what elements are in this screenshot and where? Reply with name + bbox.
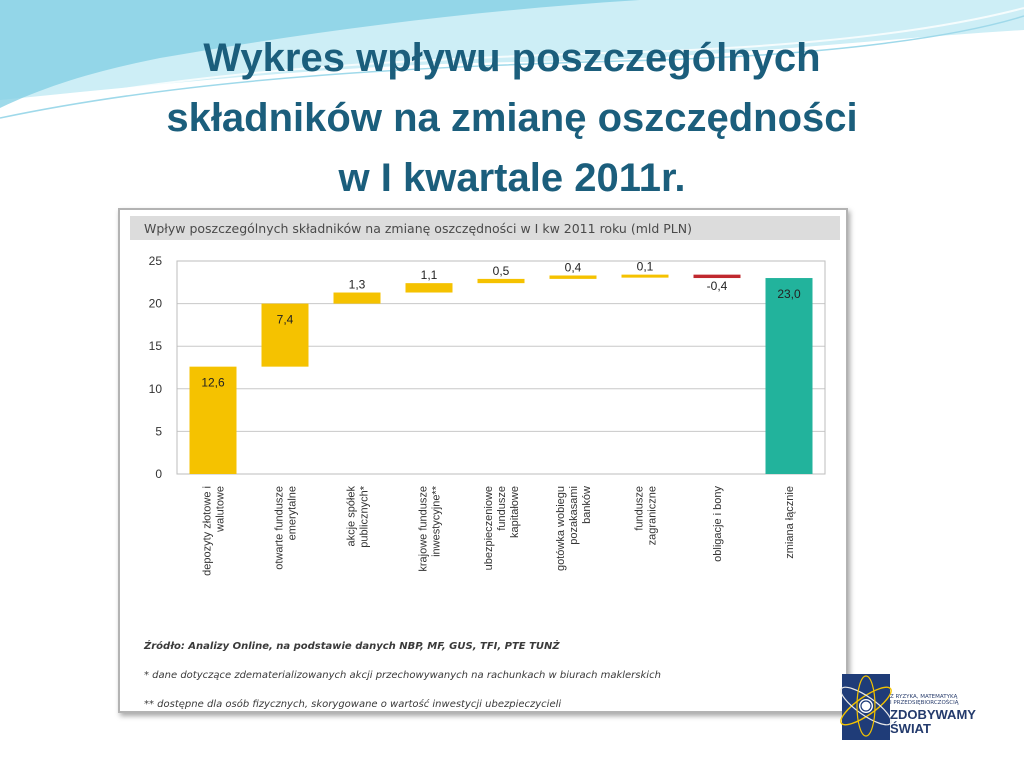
category-label: gotówka wobiegu [555, 486, 567, 571]
bar [189, 366, 237, 474]
category-label: zmiana łącznie [784, 486, 796, 559]
category-label: pozakasami [568, 486, 580, 545]
slide-title: Wykres wpływu poszczególnych składników … [60, 28, 964, 208]
plot-area [176, 260, 826, 475]
data-label: 12,6 [201, 376, 225, 390]
logo-tagline: Z RYZYKA, MATEMATYKĄ I PRZEDSIĘBIORCZOŚC… [890, 694, 1000, 706]
category-label: obligacje i bony [712, 486, 724, 562]
wave-line [0, 15, 1024, 119]
logo-tagline-line: I PRZEDSIĘBIORCZOŚCIĄ [890, 700, 959, 706]
bar [261, 303, 309, 367]
category-label: walutowe [215, 486, 227, 533]
slide-title-line: składników na zmianę oszczędności [166, 96, 858, 140]
chart-title: Wpływ poszczególnych składników na zmian… [144, 221, 692, 236]
chart-image: Wpływ poszczególnych składników na zmian… [118, 208, 848, 713]
y-tick-label: 25 [149, 254, 163, 268]
slide-title-line: w I kwartale 2011r. [338, 156, 686, 200]
waterfall-chart: Wpływ poszczególnych składników na zmian… [130, 216, 840, 576]
logo-text: Z RYZYKA, MATEMATYKĄ I PRZEDSIĘBIORCZOŚC… [890, 694, 1000, 736]
category-label: ubezpieczeniowe [483, 486, 495, 570]
data-label: 0,5 [493, 264, 510, 278]
data-label: 0,1 [637, 260, 654, 274]
category-label: krajowe fundusze [418, 486, 430, 572]
category-label: inwestycyjne** [431, 485, 443, 557]
data-label: 1,3 [349, 278, 366, 292]
category-label: fundusze [634, 486, 646, 531]
data-label: 23,0 [777, 287, 801, 301]
y-tick-label: 20 [149, 297, 163, 311]
logo-name-line: ZDOBYWAMY [890, 707, 976, 722]
category-label: fundusze [496, 486, 508, 531]
y-tick-label: 5 [155, 424, 162, 438]
bar [765, 278, 813, 474]
category-label: banków [581, 486, 593, 524]
logo: Z RYZYKA, MATEMATYKĄ I PRZEDSIĘBIORCZOŚC… [840, 666, 998, 752]
logo-name-line: ŚWIAT [890, 721, 931, 736]
slide-title-line: Wykres wpływu poszczególnych [203, 36, 821, 80]
data-label: 0,4 [565, 260, 582, 274]
data-label: 1,1 [421, 268, 438, 282]
category-label: emerytalne [287, 486, 299, 540]
wave-mid-band [0, 0, 640, 108]
category-label: akcje spółek [346, 486, 358, 547]
category-label: depozyty złotowe i [202, 486, 214, 576]
bar [621, 274, 669, 278]
bar [333, 292, 381, 304]
bar [405, 283, 453, 293]
chart-title-bar [130, 216, 840, 240]
y-tick-label: 15 [149, 339, 163, 353]
y-tick-label: 0 [155, 467, 162, 481]
data-label: 7,4 [277, 313, 294, 327]
wave-line [0, 7, 1024, 113]
logo-name: ZDOBYWAMY ŚWIAT [890, 708, 1000, 736]
category-label: zagraniczne [647, 486, 659, 545]
atom-logo-icon [840, 674, 892, 740]
chart-source-note: Źródło: Analizy Online, na podstawie dan… [144, 641, 560, 652]
data-label: -0,4 [707, 279, 728, 293]
chart-footnote: * dane dotyczące zdematerializowanych ak… [144, 670, 661, 681]
y-tick-label: 10 [149, 382, 163, 396]
bar [549, 275, 597, 279]
chart-notes: Źródło: Analizy Online, na podstawie dan… [144, 640, 834, 727]
category-label: otwarte fundusze [274, 486, 286, 570]
category-label: publicznych* [359, 485, 371, 547]
bar [693, 274, 741, 279]
logo-tagline-line: Z RYZYKA, MATEMATYKĄ [890, 694, 958, 700]
chart-footnote: ** dostępne dla osób fizycznych, skorygo… [144, 699, 562, 710]
bar [477, 278, 525, 284]
category-label: kapitałowe [509, 486, 521, 538]
